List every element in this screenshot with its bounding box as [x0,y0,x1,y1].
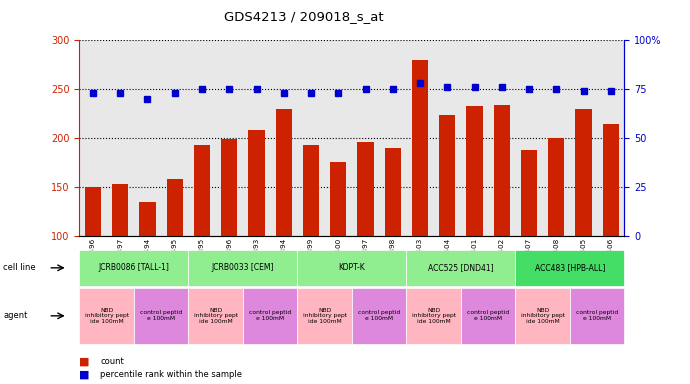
Bar [575,109,592,334]
Text: count: count [100,357,124,366]
Bar [439,115,455,334]
Bar [139,202,156,334]
Bar [521,150,538,334]
Text: ■: ■ [79,357,90,367]
Bar [221,139,237,334]
Bar [548,138,564,334]
Text: GDS4213 / 209018_s_at: GDS4213 / 209018_s_at [224,10,384,23]
Text: percentile rank within the sample: percentile rank within the sample [100,370,242,379]
Text: cell line: cell line [3,263,36,272]
Bar [303,145,319,334]
Text: KOPT-K: KOPT-K [339,263,365,272]
Bar [330,162,346,334]
Text: control peptid
e 100mM: control peptid e 100mM [467,310,509,321]
Bar [384,148,401,334]
Text: control peptid
e 100mM: control peptid e 100mM [140,310,182,321]
Text: ACC483 [HPB-ALL]: ACC483 [HPB-ALL] [535,263,605,272]
Text: NBD
inhibitory pept
ide 100mM: NBD inhibitory pept ide 100mM [303,308,346,324]
Bar [112,184,128,334]
Text: JCRB0033 [CEM]: JCRB0033 [CEM] [212,263,274,272]
Bar [357,142,374,334]
Bar [85,187,101,334]
Text: NBD
inhibitory pept
ide 100mM: NBD inhibitory pept ide 100mM [412,308,455,324]
Bar [466,106,483,334]
Bar [194,145,210,334]
Bar [248,131,265,334]
Bar [493,105,510,334]
Text: ■: ■ [79,369,90,379]
Text: agent: agent [3,311,28,320]
Bar [602,124,619,334]
Text: control peptid
e 100mM: control peptid e 100mM [249,310,291,321]
Bar [412,60,428,334]
Text: NBD
inhibitory pept
ide 100mM: NBD inhibitory pept ide 100mM [85,308,128,324]
Text: JCRB0086 [TALL-1]: JCRB0086 [TALL-1] [99,263,169,272]
Bar [275,109,292,334]
Text: control peptid
e 100mM: control peptid e 100mM [358,310,400,321]
Text: ACC525 [DND41]: ACC525 [DND41] [428,263,494,272]
Text: control peptid
e 100mM: control peptid e 100mM [576,310,618,321]
Text: NBD
inhibitory pept
ide 100mM: NBD inhibitory pept ide 100mM [194,308,237,324]
Text: NBD
inhibitory pept
ide 100mM: NBD inhibitory pept ide 100mM [521,308,564,324]
Bar [166,179,183,334]
